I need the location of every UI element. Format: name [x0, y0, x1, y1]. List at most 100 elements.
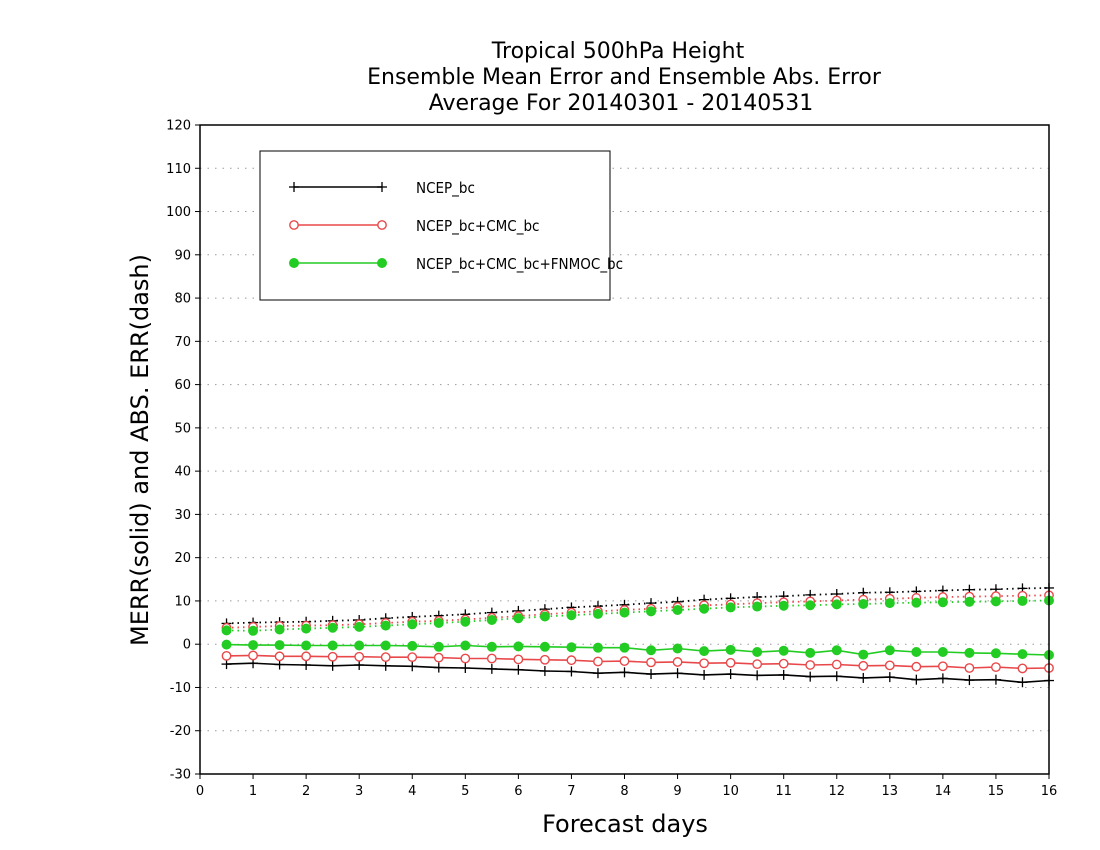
data-point — [460, 640, 471, 651]
data-point — [460, 616, 471, 627]
x-tick-label: 2 — [302, 784, 310, 799]
data-point — [805, 660, 816, 670]
chart-title-line-2: Ensemble Mean Error and Ensemble Abs. Er… — [367, 65, 882, 90]
data-point — [407, 640, 418, 651]
data-point — [460, 662, 471, 673]
data-point — [566, 642, 577, 653]
data-point — [354, 621, 365, 632]
data-point — [380, 620, 391, 631]
legend: NCEP_bc NCEP_bc+CMC_bc NCEP_bc+CMC_bc+FNMO… — [259, 150, 623, 301]
x-tick-label: 4 — [408, 784, 416, 799]
data-point — [513, 613, 524, 624]
data-point — [433, 641, 444, 652]
data-point — [301, 640, 312, 651]
data-point — [248, 650, 258, 661]
data-point — [593, 656, 603, 667]
data-point — [540, 654, 550, 665]
series-layer — [221, 582, 1054, 688]
chart-title-line-1: Tropical 500hPa Height — [491, 39, 745, 64]
series-2-abs_err — [221, 595, 1054, 636]
data-point — [407, 661, 418, 672]
data-point — [433, 652, 444, 663]
data-point — [327, 651, 338, 662]
data-point — [725, 602, 736, 613]
data-point — [646, 657, 656, 668]
legend-item-1: NCEP_bc+CMC_bc — [289, 217, 539, 236]
chart-title-line-3: Average For 20140301 - 20140531 — [429, 91, 814, 116]
legend-marker — [289, 258, 299, 268]
data-point — [513, 664, 524, 675]
x-tick-label: 8 — [620, 784, 628, 799]
series-line — [226, 594, 1050, 629]
data-point — [407, 652, 418, 663]
legend-item-2: NCEP_bc+CMC_bc+FNMOC_bc — [289, 255, 623, 274]
data-point — [539, 666, 550, 677]
data-point — [327, 640, 338, 651]
data-point — [619, 607, 630, 618]
data-point — [460, 653, 471, 664]
data-point — [831, 671, 842, 682]
y-tick-label: 30 — [174, 508, 191, 523]
data-point — [990, 648, 1001, 659]
data-point — [619, 642, 630, 653]
x-tick-label: 1 — [249, 784, 257, 799]
series-2-merr — [221, 639, 1054, 661]
legend-marker — [377, 182, 387, 192]
y-tick-label: 60 — [174, 378, 191, 393]
y-tick-label: 80 — [174, 292, 191, 307]
data-point — [884, 645, 895, 656]
data-point — [646, 606, 657, 617]
data-point — [991, 662, 1001, 673]
y-tick-label: 40 — [174, 465, 191, 480]
data-point — [752, 646, 763, 657]
data-point — [566, 610, 577, 621]
data-point — [964, 647, 975, 658]
data-point — [1017, 677, 1028, 688]
data-point — [433, 617, 444, 628]
x-tick-label: 11 — [775, 784, 792, 799]
y-tick-label: 0 — [183, 638, 191, 653]
x-tick-label: 14 — [935, 784, 952, 799]
legend-label: NCEP_bc+CMC_bc — [416, 217, 539, 236]
data-point — [407, 619, 418, 630]
series-line — [226, 643, 1050, 656]
data-point — [752, 601, 763, 612]
data-point — [884, 660, 895, 671]
data-point — [486, 614, 497, 625]
legend-label: NCEP_bc+CMC_bc+FNMOC_bc — [416, 255, 623, 274]
data-point — [327, 660, 338, 671]
y-tick-label: -20 — [170, 724, 191, 739]
data-point — [539, 641, 550, 652]
series-1-abs_err — [221, 590, 1054, 633]
data-point — [964, 675, 975, 686]
data-point — [301, 659, 312, 670]
data-point — [752, 670, 763, 681]
data-point — [1017, 663, 1028, 674]
series-1-merr — [221, 650, 1054, 674]
data-point — [858, 660, 869, 671]
data-point — [301, 651, 312, 662]
data-point — [486, 653, 497, 664]
data-point — [486, 641, 497, 652]
legend-marker — [377, 258, 387, 268]
legend-item-0: NCEP_bc — [289, 179, 475, 198]
data-point — [725, 644, 736, 655]
data-point — [380, 660, 391, 671]
data-point — [274, 651, 285, 662]
data-point — [990, 674, 1001, 685]
data-point — [248, 625, 259, 636]
data-point — [221, 625, 232, 636]
data-point — [911, 646, 922, 657]
y-axis-label: MERR(solid) and ABS. ERR(dash) — [126, 254, 154, 646]
series-0-abs_err — [221, 582, 1054, 629]
data-point — [248, 640, 259, 651]
data-point — [805, 600, 816, 611]
y-tick-label: -30 — [170, 768, 191, 783]
legend-marker — [289, 220, 299, 230]
data-point — [858, 649, 869, 660]
data-point — [566, 666, 577, 677]
x-tick-label: 15 — [988, 784, 1005, 799]
data-point — [672, 668, 683, 679]
data-point — [619, 656, 630, 666]
data-point — [354, 640, 365, 651]
